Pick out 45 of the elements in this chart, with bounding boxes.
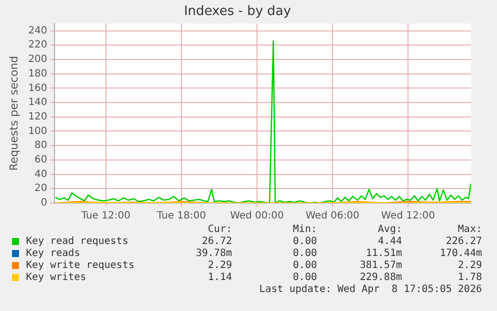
text: 2.29 [206,260,232,271]
x-tick-label: Wed 00:00 [230,210,284,222]
text: 4.44 [376,236,402,247]
legend-label: Key writes [25,272,88,283]
y-tick-label: 80 [34,140,48,152]
text: Min: [292,224,317,235]
chart-title: Indexes - by day [184,4,292,20]
x-tick-label: Wed 06:00 [306,210,360,222]
text: 0.00 [292,272,317,283]
y-tick-label: 20 [34,183,48,194]
y-tick-label: 180 [28,68,48,80]
text: 1.14 [206,272,232,283]
text: Avg: [376,224,402,235]
text: Max: [456,224,482,235]
text: 170.44m [438,248,482,259]
text: 11.51m [364,248,402,259]
legend-label: Key read requests [25,236,130,247]
text: 39.78m [194,248,232,259]
legend-label: Key reads [25,248,82,259]
x-tick-label: Wed 12:00 [381,210,435,222]
text: 0.00 [292,236,317,247]
text: 229.88m [358,272,402,283]
text: 2.29 [456,260,482,271]
text: 1.78 [456,272,482,283]
y-tick-label: 140 [28,97,48,108]
y-tick-label: 220 [28,40,48,51]
text: Last update: Wed Apr 8 17:05:05 2026 [258,284,482,295]
text: 0.00 [292,260,317,271]
y-axis-title: Requests per second [7,56,20,171]
y-tick-label: 60 [34,154,48,166]
x-tick-label: Tue 18:00 [156,210,206,222]
y-tick-label: 240 [28,25,48,36]
text: Cur: [206,224,232,235]
legend-label: Key write requests [25,260,136,271]
text: 0.00 [292,248,317,259]
y-tick-label: 100 [28,126,48,137]
x-tick-label: Tue 12:00 [80,210,130,222]
y-tick-label: 160 [28,82,48,94]
text: 26.72 [200,236,232,247]
text: 226.27 [444,236,482,247]
y-tick-label: 0 [40,198,48,209]
text: 381.57m [358,260,402,271]
y-tick-label: 40 [34,168,48,180]
y-tick-label: 120 [28,111,48,122]
y-tick-label: 200 [28,54,48,66]
